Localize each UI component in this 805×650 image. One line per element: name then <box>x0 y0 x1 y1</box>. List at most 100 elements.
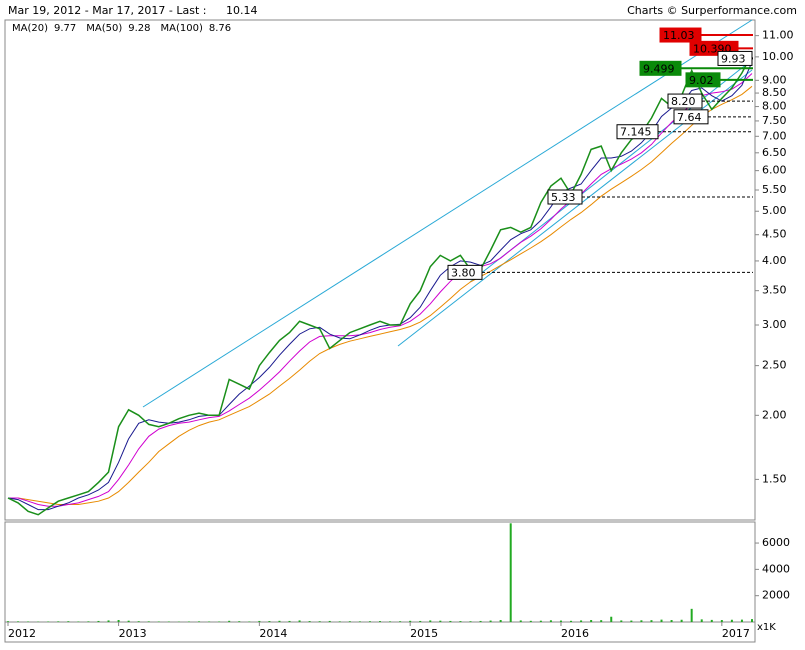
volume-bar <box>27 621 30 622</box>
y-tick-label: 5.00 <box>762 204 787 217</box>
legend-label: MA(50) <box>86 23 122 34</box>
y-tick-label: 2.00 <box>762 408 787 421</box>
price-panel <box>4 19 756 521</box>
legend-value: 9.77 <box>54 23 76 34</box>
level-box <box>673 109 709 125</box>
chart-subtitle: Mar 19, 2012 - Mar 17, 2017 - Last : <box>8 4 207 17</box>
volume-bar <box>600 620 603 622</box>
volume-bar <box>519 620 522 622</box>
level-box <box>547 189 583 205</box>
volume-bar <box>590 620 593 622</box>
volume-bar <box>630 620 633 622</box>
volume-bar <box>57 621 60 622</box>
last-value: 10.14 <box>226 4 258 17</box>
volume-bar <box>730 619 733 622</box>
volume-bar <box>751 619 753 622</box>
volume-bar <box>710 619 713 622</box>
volume-bar <box>509 523 512 622</box>
volume-bar <box>7 621 9 622</box>
level-label: 7.64 <box>677 111 702 124</box>
y-tick-label: 11.00 <box>762 29 794 42</box>
volume-bar <box>228 620 231 622</box>
volume-bar <box>298 620 301 622</box>
volume-bar <box>680 619 683 622</box>
y-tick-label: 10.00 <box>762 50 794 63</box>
volume-bar <box>539 620 542 622</box>
volume-bar <box>580 620 583 622</box>
volume-bar <box>47 621 50 622</box>
volume-bar <box>17 621 20 622</box>
volume-bar <box>338 621 341 622</box>
volume-bar <box>459 621 462 622</box>
volume-bar <box>700 619 703 622</box>
volume-bar <box>67 621 70 622</box>
y-tick-label: 5.50 <box>762 183 787 196</box>
y-tick-label: 7.50 <box>762 114 787 127</box>
volume-bar <box>379 621 381 622</box>
volume-tick-label: 4000 <box>762 562 790 575</box>
y-tick-label: 3.00 <box>762 318 787 331</box>
level-label: 7.145 <box>620 126 652 139</box>
volume-bar <box>238 621 241 622</box>
y-tick-label: 8.50 <box>762 86 787 99</box>
level-box <box>639 60 682 76</box>
y-tick-label: 6.50 <box>762 146 787 159</box>
volume-bar <box>77 621 80 622</box>
volume-bar <box>288 620 291 622</box>
volume-bar <box>620 620 623 622</box>
y-tick-label: 4.00 <box>762 254 787 267</box>
volume-bar <box>449 620 452 622</box>
volume-bar <box>208 621 211 622</box>
level-label: 9.02 <box>689 74 714 87</box>
volume-bar <box>198 621 201 622</box>
x-tick-label: 2012 <box>8 627 36 640</box>
volume-bar <box>167 621 170 622</box>
volume-bar <box>308 621 311 622</box>
y-tick-label: 2.50 <box>762 359 787 372</box>
volume-bar <box>368 621 371 622</box>
volume-bar <box>409 620 412 622</box>
volume-bar <box>529 620 532 622</box>
volume-bar <box>127 620 130 622</box>
volume-bar <box>187 621 190 622</box>
volume-bar <box>117 620 120 622</box>
level-label: 5.33 <box>551 191 576 204</box>
legend-value: 9.28 <box>128 23 150 34</box>
volume-bar <box>489 620 492 622</box>
ma-line <box>8 85 753 505</box>
volume-bar <box>87 621 90 622</box>
x-tick-label: 2016 <box>561 627 589 640</box>
volume-bar <box>358 621 361 622</box>
volume-bar <box>429 620 432 622</box>
level-label: 9.93 <box>721 52 746 65</box>
x-tick-label: 2014 <box>259 627 287 640</box>
volume-bar <box>499 620 502 622</box>
volume-bar <box>328 620 331 622</box>
legend-label: MA(20) <box>12 23 48 34</box>
level-label: 11.03 <box>663 29 695 42</box>
ma-line <box>7 61 753 511</box>
volume-bar <box>640 620 643 622</box>
level-box <box>616 124 659 140</box>
legend-label: MA(100) <box>161 23 203 34</box>
volume-bar <box>479 620 482 622</box>
volume-bar <box>549 620 552 622</box>
volume-bar <box>137 621 140 622</box>
y-tick-label: 1.50 <box>762 472 787 485</box>
y-tick-label: 8.00 <box>762 100 787 113</box>
volume-bar <box>670 620 673 622</box>
level-box <box>447 264 483 280</box>
volume-bar <box>399 621 402 622</box>
volume-tick-label: 2000 <box>762 589 790 602</box>
volume-bar <box>218 621 221 622</box>
volume-bar <box>248 621 251 622</box>
volume-bar <box>570 620 573 622</box>
level-label: 8.20 <box>671 95 696 108</box>
volume-bar <box>107 620 110 622</box>
volume-bar <box>720 620 723 622</box>
volume-bar <box>389 621 392 622</box>
volume-bar <box>650 620 653 622</box>
volume-bar <box>147 621 150 622</box>
y-tick-label: 6.00 <box>762 164 787 177</box>
